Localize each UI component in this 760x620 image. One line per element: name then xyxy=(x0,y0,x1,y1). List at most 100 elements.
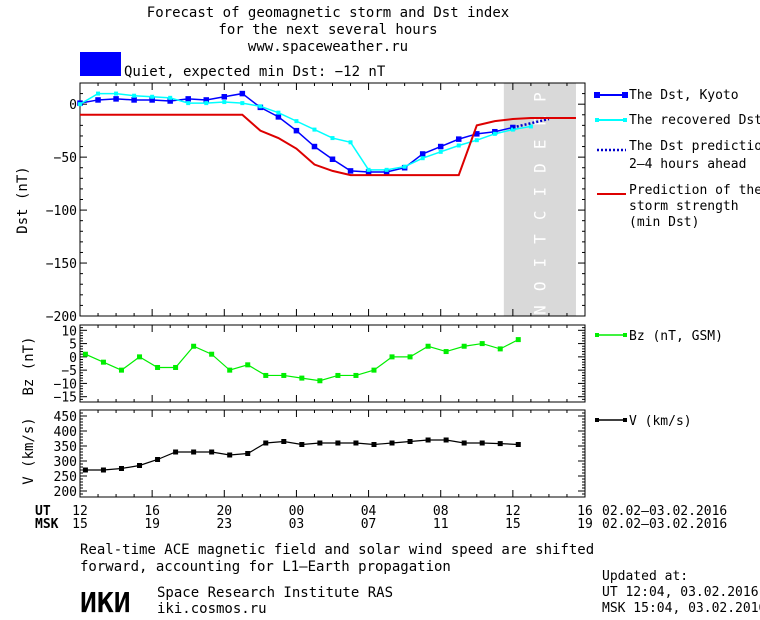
data-point xyxy=(209,351,215,357)
data-point xyxy=(293,127,300,134)
dst-panel: P R E D I C T I O N 0 −50 −100 −150 −200 xyxy=(46,82,586,325)
data-point xyxy=(456,143,461,148)
ut-tick-label: 08 xyxy=(433,504,449,519)
data-point xyxy=(425,343,431,349)
data-point xyxy=(294,119,299,124)
institute-site: iki.cosmos.ru xyxy=(157,601,267,617)
data-point xyxy=(528,124,533,129)
data-point xyxy=(366,167,371,172)
panel-frame xyxy=(79,409,586,498)
ut-tick-label: 04 xyxy=(361,504,377,519)
data-point xyxy=(317,440,323,446)
legend-dst-kyoto: The Dst, Kyoto xyxy=(629,88,739,103)
data-point xyxy=(311,143,318,150)
msk-tick-label: 19 xyxy=(577,517,593,532)
prediction-letter: R xyxy=(530,115,549,125)
data-point xyxy=(329,156,336,163)
data-point xyxy=(186,101,191,106)
data-point xyxy=(258,104,263,109)
data-point xyxy=(263,372,269,378)
data-point xyxy=(407,354,413,360)
data-point xyxy=(155,457,161,462)
prediction-letter: E xyxy=(530,140,549,150)
data-point xyxy=(371,442,377,447)
data-point xyxy=(137,463,143,468)
data-point xyxy=(479,341,485,347)
data-point xyxy=(474,131,480,137)
data-point xyxy=(443,437,449,443)
prediction-band xyxy=(503,83,576,316)
data-point xyxy=(276,110,281,115)
chart-title-line-2: for the next several hours xyxy=(218,22,437,38)
chart-title-line-3: www.spaceweather.ru xyxy=(248,39,408,55)
y-tick-label: −200 xyxy=(46,310,77,325)
legend-storm-strength-line-3: (min Dst) xyxy=(629,215,699,230)
data-point xyxy=(479,440,485,446)
data-point xyxy=(437,143,444,150)
status-text: Quiet, expected min Dst: −12 nT xyxy=(124,64,386,80)
data-point xyxy=(114,91,119,96)
data-point xyxy=(317,378,323,384)
data-point xyxy=(118,466,124,471)
data-point xyxy=(515,337,521,343)
data-point xyxy=(78,102,82,107)
updated-ut: UT 12:04, 03.02.2016 xyxy=(602,585,759,600)
data-point xyxy=(461,440,467,446)
data-point xyxy=(137,354,143,360)
legend-dst-prediction-line-2: 2–4 hours ahead xyxy=(629,157,746,172)
msk-tick-label: 15 xyxy=(72,517,88,532)
data-point xyxy=(419,151,426,157)
data-point xyxy=(118,367,124,373)
data-point xyxy=(281,439,287,444)
data-point xyxy=(443,349,449,355)
data-point xyxy=(221,94,228,100)
data-point xyxy=(335,372,341,378)
data-point xyxy=(131,97,137,103)
y-tick-label: 5 xyxy=(69,338,77,353)
data-point xyxy=(335,440,341,446)
chart-title-line-1: Forecast of geomagnetic storm and Dst in… xyxy=(147,5,509,21)
prediction-letter: T xyxy=(530,234,549,244)
data-point xyxy=(100,467,106,473)
prediction-letter: I xyxy=(530,187,549,197)
data-point xyxy=(497,441,503,447)
footer-note-line-1: Real-time ACE magnetic field and solar w… xyxy=(80,542,594,558)
data-point xyxy=(438,149,443,154)
msk-tick-label: 03 xyxy=(289,517,305,532)
data-point xyxy=(155,364,161,370)
msk-tick-label: 11 xyxy=(433,517,449,532)
series-line xyxy=(80,113,576,177)
prediction-letter: D xyxy=(530,163,549,173)
y-tick-label: 0 xyxy=(69,98,77,113)
legend-dst-prediction-line-1: The Dst prediction xyxy=(629,139,760,154)
data-point xyxy=(492,128,498,135)
data-point xyxy=(389,440,395,446)
data-point xyxy=(461,343,467,349)
data-point xyxy=(353,440,359,446)
data-point xyxy=(383,169,390,175)
data-point xyxy=(407,439,413,444)
data-point xyxy=(240,101,245,106)
data-point xyxy=(204,101,209,106)
ut-tick-label: 00 xyxy=(289,504,305,519)
data-point xyxy=(245,362,251,368)
data-point xyxy=(353,372,359,378)
data-point xyxy=(227,367,233,373)
legend-storm-strength-line-2: storm strength xyxy=(629,199,739,214)
ut-axis-label: UT xyxy=(35,504,51,519)
msk-date-range: 02.02–03.02.2016 xyxy=(602,517,727,532)
y-tick-label: −5 xyxy=(61,364,77,379)
y-tick-label: 450 xyxy=(54,410,77,425)
data-point xyxy=(167,98,173,104)
data-point xyxy=(275,114,282,120)
y-tick-label: −15 xyxy=(54,391,77,406)
ut-tick-label: 16 xyxy=(144,504,160,519)
data-point xyxy=(312,127,317,132)
data-point xyxy=(132,93,137,98)
data-point xyxy=(371,367,377,373)
msk-tick-label: 15 xyxy=(505,517,521,532)
data-point xyxy=(365,169,372,175)
